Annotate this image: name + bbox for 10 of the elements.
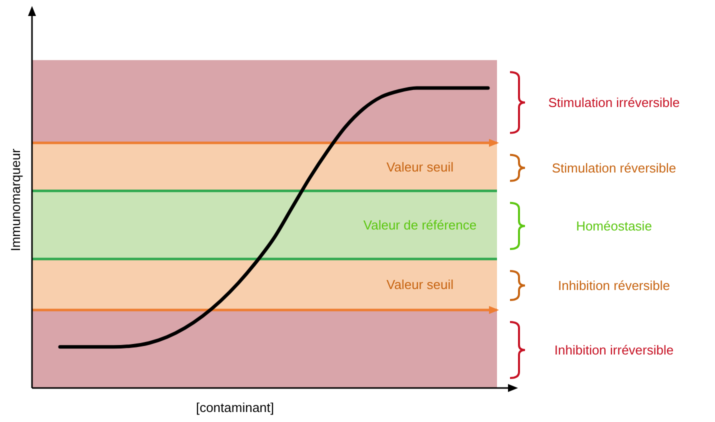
text: Stimulation irréversible: [548, 95, 680, 110]
text: Inhibition irréversible: [554, 342, 674, 358]
y-axis-title: Immunomarqueur: [8, 148, 23, 252]
x-axis-title: [contaminant]: [196, 400, 274, 415]
band-label: Valeur seuil: [386, 277, 454, 292]
band-label: Valeur seuil: [386, 159, 454, 174]
text: Stimulation réversible: [552, 160, 676, 176]
text: Homéostasie: [576, 218, 652, 234]
text: Inhibition réversible: [558, 278, 670, 294]
band-label: Valeur de référence: [363, 218, 477, 232]
